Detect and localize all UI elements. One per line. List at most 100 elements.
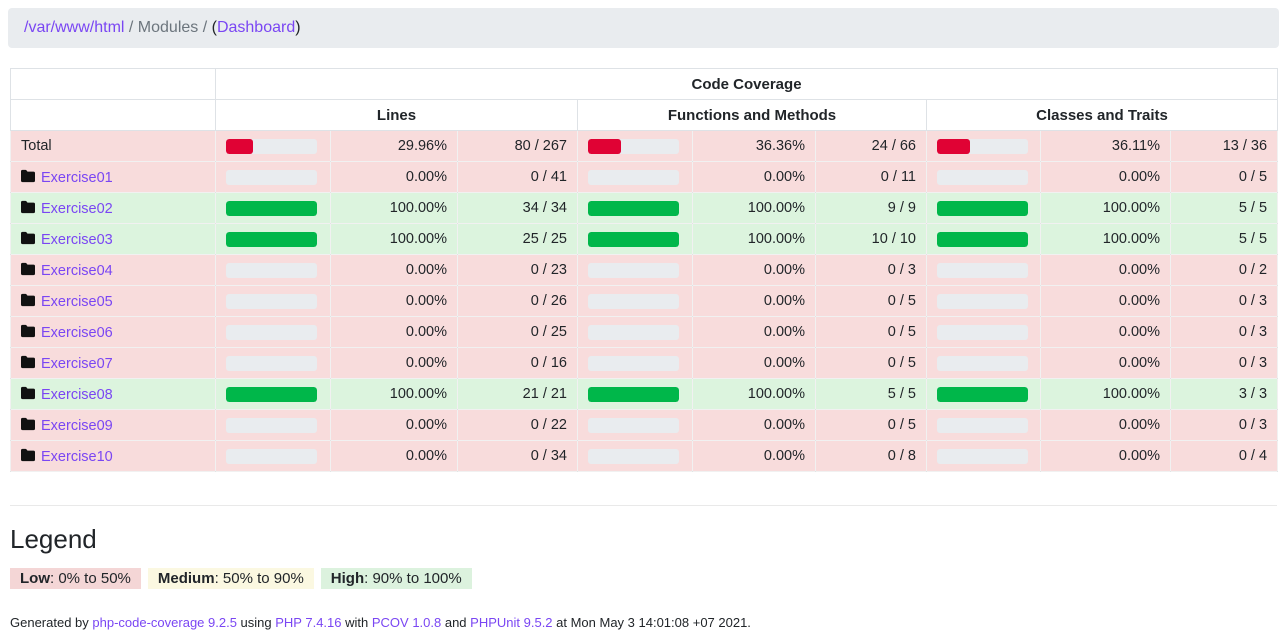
legend-chip-label: Low xyxy=(20,570,50,587)
module-name-cell: Exercise07 xyxy=(10,347,216,379)
column-header-lines: Lines xyxy=(215,99,578,131)
legend-chip-label: High xyxy=(330,570,365,587)
progress-bar xyxy=(937,324,1028,340)
legend-chip-medium: Medium: 50% to 90% xyxy=(147,568,314,589)
coverage-ratio: 5 / 5 xyxy=(1169,223,1279,255)
divider xyxy=(10,505,1277,506)
module-link[interactable]: Exercise06 xyxy=(41,324,113,341)
progress-bar xyxy=(937,448,1028,464)
footer-text: and xyxy=(441,615,471,630)
coverage-percent: 0.00% xyxy=(330,161,458,193)
module-link[interactable]: Exercise05 xyxy=(41,293,113,310)
coverage-percent: 0.00% xyxy=(692,440,816,472)
coverage-percent: 0.00% xyxy=(692,316,816,348)
progress-bar-fill xyxy=(937,386,1028,402)
module-link[interactable]: Exercise07 xyxy=(41,355,113,372)
module-link[interactable]: Exercise03 xyxy=(41,231,113,248)
coverage-ratio: 0 / 3 xyxy=(1169,347,1279,379)
footer-link[interactable]: PHPUnit 9.5.2 xyxy=(470,615,553,630)
module-link[interactable]: Exercise01 xyxy=(41,169,113,186)
coverage-ratio: 0 / 3 xyxy=(1169,316,1279,348)
column-header-classes: Classes and Traits xyxy=(925,99,1279,131)
coverage-percent: 0.00% xyxy=(1040,285,1171,317)
progress-bar xyxy=(588,448,679,464)
coverage-bar-cell xyxy=(215,440,331,472)
folder-icon xyxy=(21,355,35,369)
table-row: Exercise09 0.00% 0 / 22 0.00% 0 / 5 0.00% 0 / … xyxy=(10,409,1279,441)
module-link[interactable]: Exercise08 xyxy=(41,386,113,403)
legend-chip-range: : 0% to 50% xyxy=(50,570,131,587)
folder-icon xyxy=(21,417,35,431)
corner-cell xyxy=(10,68,216,100)
footer-link[interactable]: PHP 7.4.16 xyxy=(275,615,342,630)
coverage-ratio: 0 / 5 xyxy=(815,347,927,379)
coverage-bar-cell xyxy=(577,409,693,441)
coverage-bar-cell xyxy=(577,130,693,162)
coverage-percent: 0.00% xyxy=(692,347,816,379)
folder-icon xyxy=(21,169,35,183)
progress-bar xyxy=(226,231,317,247)
progress-bar xyxy=(588,138,679,154)
footer-link[interactable]: php-code-coverage 9.2.5 xyxy=(92,615,237,630)
coverage-percent: 0.00% xyxy=(692,254,816,286)
coverage-ratio: 0 / 5 xyxy=(815,409,927,441)
breadcrumb-text: Modules xyxy=(137,19,199,36)
legend-chip-range: : 50% to 90% xyxy=(214,570,304,587)
legend-chip-range: : 90% to 100% xyxy=(364,570,462,587)
module-link[interactable]: Exercise09 xyxy=(41,417,113,434)
coverage-percent: 100.00% xyxy=(1040,192,1171,224)
coverage-percent: 100.00% xyxy=(330,223,458,255)
coverage-ratio: 34 / 34 xyxy=(457,192,578,224)
coverage-table: Code Coverage Lines Functions and Method… xyxy=(10,68,1279,472)
coverage-percent: 0.00% xyxy=(330,440,458,472)
footer-link[interactable]: PCOV 1.0.8 xyxy=(371,615,442,630)
breadcrumb-link[interactable]: Dashboard xyxy=(216,19,296,36)
coverage-ratio: 0 / 5 xyxy=(815,316,927,348)
table-row: Exercise04 0.00% 0 / 23 0.00% 0 / 3 0.00% 0 / … xyxy=(10,254,1279,286)
coverage-bar-cell xyxy=(577,161,693,193)
coverage-percent: 36.11% xyxy=(1040,130,1171,162)
table-row: Exercise10 0.00% 0 / 34 0.00% 0 / 8 0.00% 0 / … xyxy=(10,440,1279,472)
footer-text: using xyxy=(236,615,276,630)
coverage-ratio: 10 / 10 xyxy=(815,223,927,255)
coverage-ratio: 13 / 36 xyxy=(1169,130,1279,162)
table-row: Total 29.96% 80 / 267 36.36% 24 / 66 36.11% 13… xyxy=(10,130,1279,162)
coverage-ratio: 0 / 26 xyxy=(457,285,578,317)
module-link[interactable]: Exercise04 xyxy=(41,262,113,279)
coverage-percent: 100.00% xyxy=(330,378,458,410)
coverage-ratio: 0 / 11 xyxy=(815,161,927,193)
coverage-ratio: 0 / 3 xyxy=(815,254,927,286)
coverage-bar-cell xyxy=(926,161,1041,193)
breadcrumb-text: ) xyxy=(295,19,301,36)
progress-bar-fill xyxy=(588,200,679,216)
progress-bar xyxy=(937,386,1028,402)
module-name-cell: Total xyxy=(10,130,216,162)
coverage-percent: 0.00% xyxy=(692,161,816,193)
coverage-bar-cell xyxy=(926,223,1041,255)
coverage-bar-cell xyxy=(926,192,1041,224)
code-coverage-header: Code Coverage xyxy=(214,68,1279,100)
coverage-ratio: 0 / 5 xyxy=(1169,161,1279,193)
coverage-bar-cell xyxy=(215,254,331,286)
coverage-percent: 0.00% xyxy=(330,254,458,286)
coverage-ratio: 0 / 8 xyxy=(815,440,927,472)
progress-bar xyxy=(226,138,317,154)
progress-bar xyxy=(937,200,1028,216)
coverage-bar-cell xyxy=(577,192,693,224)
coverage-bar-cell xyxy=(926,285,1041,317)
breadcrumb-link[interactable]: /var/www/html xyxy=(24,19,125,36)
module-link[interactable]: Exercise10 xyxy=(41,448,113,465)
coverage-ratio: 21 / 21 xyxy=(457,378,578,410)
coverage-ratio: 0 / 23 xyxy=(457,254,578,286)
breadcrumb-text: / xyxy=(124,19,138,36)
coverage-percent: 0.00% xyxy=(1040,316,1171,348)
progress-bar xyxy=(226,200,317,216)
module-link[interactable]: Exercise02 xyxy=(41,200,113,217)
folder-icon xyxy=(21,262,35,276)
coverage-bar-cell xyxy=(926,254,1041,286)
coverage-percent: 100.00% xyxy=(692,223,816,255)
folder-icon xyxy=(21,293,35,307)
progress-bar-fill xyxy=(588,138,622,154)
table-row: Exercise01 0.00% 0 / 41 0.00% 0 / 11 0.00% 0 /… xyxy=(10,161,1279,193)
progress-bar xyxy=(588,386,679,402)
